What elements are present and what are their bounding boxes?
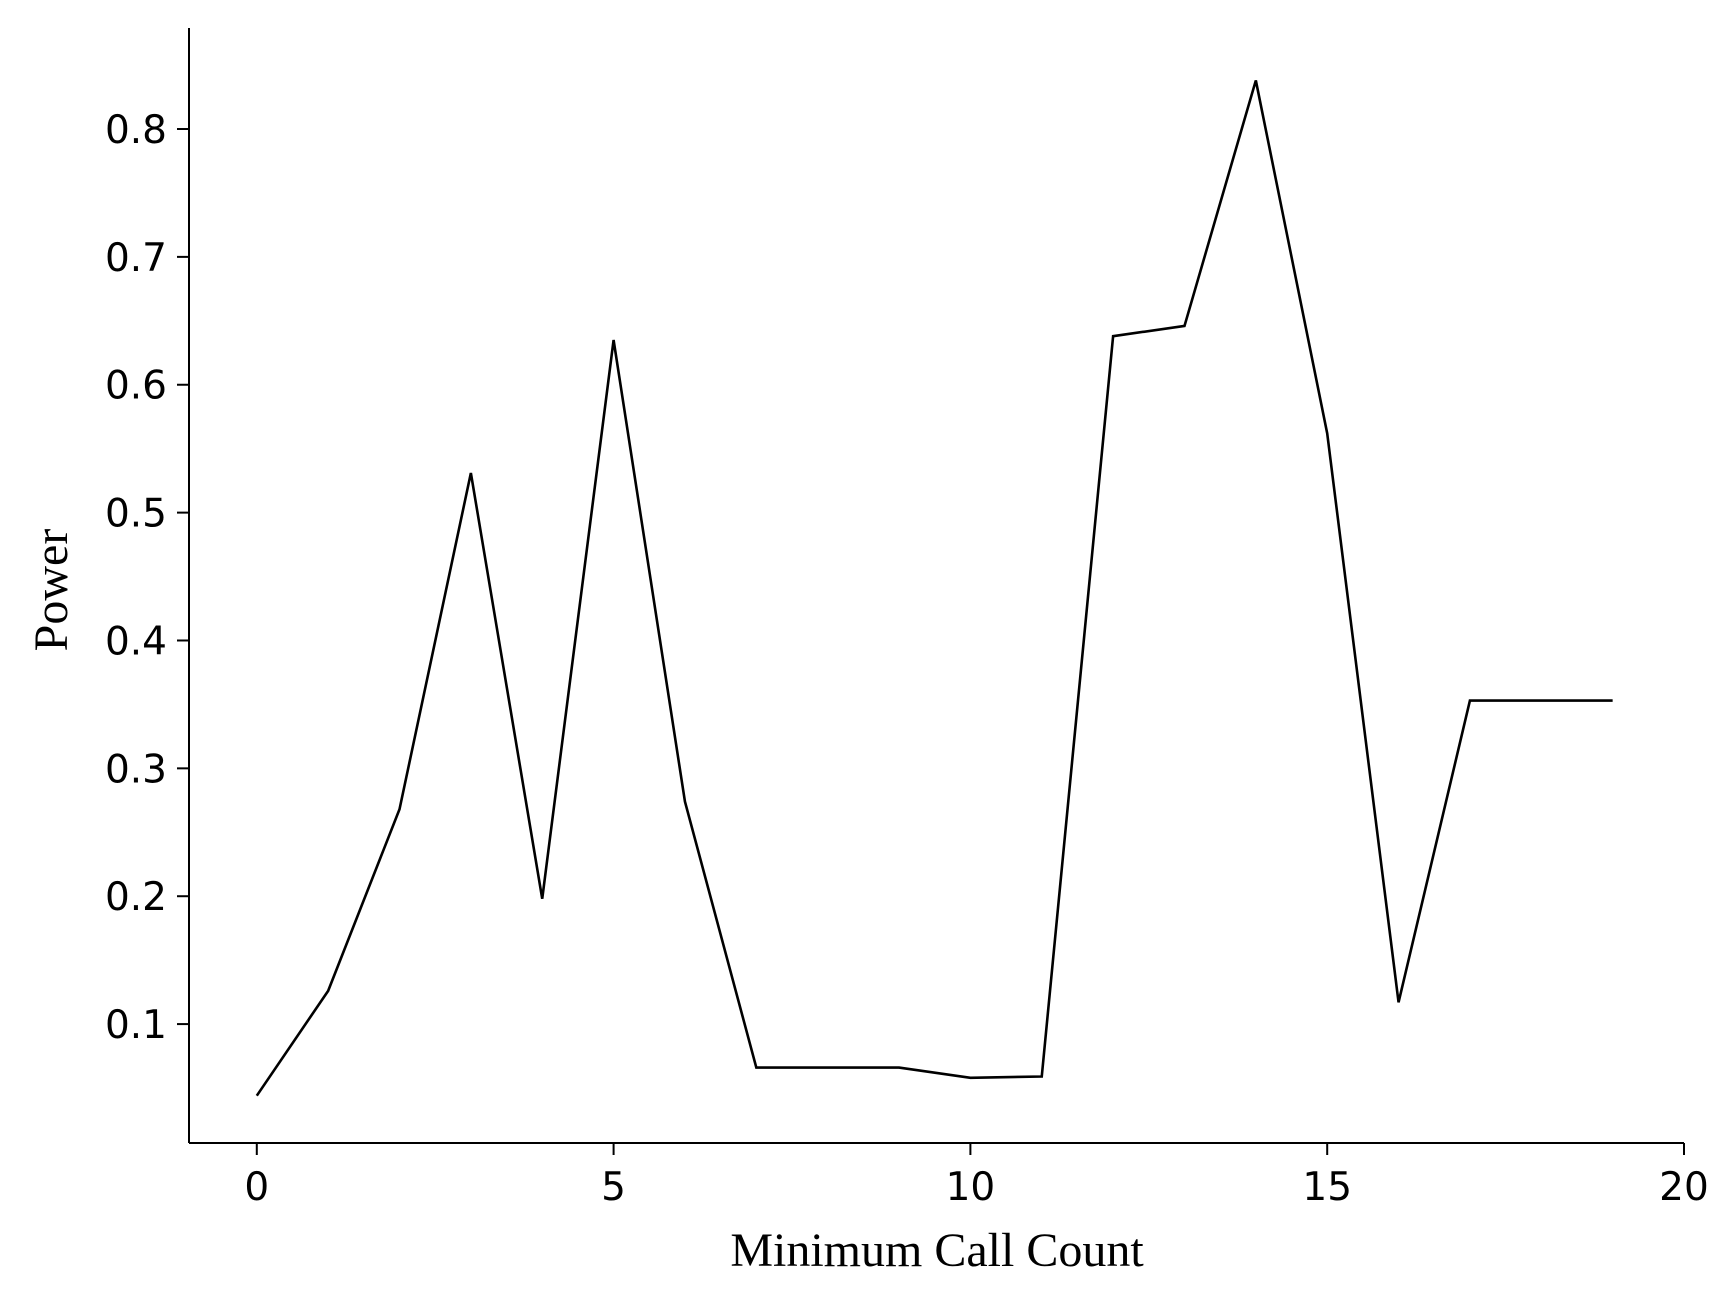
x-tick-label: 5 [601,1165,626,1210]
y-tick-label: 0.4 [105,619,167,664]
x-axis-title: Minimum Call Count [730,1224,1144,1277]
plot-area [188,28,1684,1144]
y-axis-ticks: 0.1 0.2 0.3 0.4 0.5 0.6 0.7 0.8 [105,108,189,1048]
y-tick-label: 0.3 [105,747,167,792]
y-tick-label: 0.5 [105,492,167,537]
y-axis-title: Power [25,529,78,652]
series-layer [255,80,1613,1097]
y-tick-label: 0.2 [105,875,167,920]
y-tick-label: 0.8 [105,108,167,153]
series-line-0 [255,80,1613,1097]
x-tick-label: 10 [946,1165,996,1210]
y-tick-label: 0.7 [105,236,167,281]
y-tick-label: 0.1 [105,1003,167,1048]
x-tick-label: 20 [1659,1165,1709,1210]
x-axis-ticks: 0 5 10 15 20 [244,1143,1709,1210]
x-tick-label: 0 [244,1165,269,1210]
y-tick-label: 0.6 [105,364,167,409]
x-tick-label: 15 [1302,1165,1352,1210]
